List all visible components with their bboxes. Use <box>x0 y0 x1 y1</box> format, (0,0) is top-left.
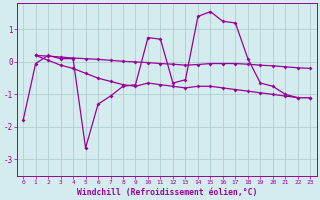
X-axis label: Windchill (Refroidissement éolien,°C): Windchill (Refroidissement éolien,°C) <box>76 188 257 197</box>
